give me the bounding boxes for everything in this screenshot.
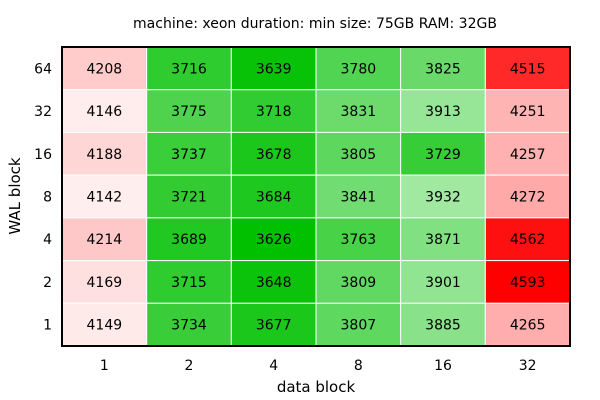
x-tick-label: 1: [100, 358, 109, 374]
cell-value-label: 3831: [341, 104, 377, 120]
cell-value-label: 3734: [171, 318, 207, 334]
y-tick-label: 16: [34, 147, 52, 163]
cell-value-label: 3901: [425, 275, 461, 291]
cell-value-label: 3626: [256, 232, 292, 248]
heatmap-cell: [484, 302, 571, 347]
heatmap-cell: [484, 89, 571, 133]
x-tick-label: 8: [354, 358, 363, 374]
cell-value-label: 3648: [256, 275, 292, 291]
heatmap-cell: [315, 217, 402, 262]
y-tick-label: 8: [43, 190, 52, 206]
cell-value-label: 4257: [510, 147, 546, 163]
heatmap-cell: [146, 131, 232, 176]
heatmap-cell: [484, 260, 571, 304]
x-tick-label: 4: [269, 358, 278, 374]
heatmap-cell: [400, 131, 486, 176]
cell-value-label: 4593: [510, 275, 546, 291]
cell-value-label: 3913: [425, 104, 461, 120]
cell-value-label: 3718: [256, 104, 292, 120]
cell-value-label: 4272: [510, 190, 546, 206]
cell-value-label: 3729: [425, 147, 461, 163]
x-tick-label: 32: [519, 358, 537, 374]
y-tick-label: 2: [43, 275, 52, 291]
cell-value-label: 4146: [87, 104, 123, 120]
cell-value-label: 3639: [256, 61, 292, 77]
heatmap-cell: [61, 217, 148, 262]
heatmap-cell: [315, 89, 402, 133]
cell-value-label: 4214: [87, 232, 123, 248]
cell-value-label: 3775: [171, 104, 207, 120]
cell-value-label: 3780: [341, 61, 377, 77]
cell-value-label: 4562: [510, 232, 546, 248]
x-axis-ticks: 1 2 4 8 16 32: [100, 358, 537, 374]
heatmap-cell: [61, 302, 148, 347]
heatmap-cell: [146, 89, 232, 133]
cell-value-label: 3885: [425, 318, 461, 334]
cell-value-label: 3932: [425, 190, 461, 206]
heatmap-cell: [61, 46, 148, 91]
cell-value-label: 3716: [171, 61, 207, 77]
cell-value-label: 4208: [87, 61, 123, 77]
cell-value-label: 3737: [171, 147, 207, 163]
cell-value-label: 3763: [341, 232, 377, 248]
cell-value-label: 3807: [341, 318, 377, 334]
chart-title: machine: xeon duration: min size: 75GB R…: [133, 16, 497, 32]
heatmap-cell: [230, 302, 317, 347]
cell-value-label: 3825: [425, 61, 461, 77]
cell-value-label: 3689: [171, 232, 207, 248]
heatmap-cell: [315, 131, 402, 176]
heatmap-cell: [315, 302, 402, 347]
cell-value-label: 4265: [510, 318, 546, 334]
cell-value-label: 4149: [87, 318, 123, 334]
cell-value-label: 3677: [256, 318, 292, 334]
x-tick-label: 16: [434, 358, 452, 374]
cell-value-label: 3871: [425, 232, 461, 248]
plot-border: [61, 46, 571, 347]
cell-value-label: 3678: [256, 147, 292, 163]
cell-value-label: 4515: [510, 61, 546, 77]
heatmap-cell: [146, 174, 232, 219]
cell-value-label: 4142: [87, 190, 123, 206]
cell-value-label: 4169: [87, 275, 123, 291]
cell-value-label: 3721: [171, 190, 207, 206]
cell-value-label: 3805: [341, 147, 377, 163]
cell-value-label: 3684: [256, 190, 292, 206]
y-tick-label: 64: [34, 61, 52, 77]
cell-value-label: 4251: [510, 104, 546, 120]
heatmap-cell: [146, 46, 232, 91]
heatmap-cells: 4208 3716 3639 3780 3825 4515 4146 3775 3718 3831…: [61, 46, 571, 347]
y-axis-ticks: 64 32 16 8 4 2 1: [34, 61, 52, 333]
cell-value-label: 3715: [171, 275, 207, 291]
x-tick-label: 2: [185, 358, 194, 374]
heatmap-cell: [61, 174, 148, 219]
heatmap-cell: [230, 174, 317, 219]
heatmap-cell: [230, 217, 317, 262]
heatmap-cell: [61, 260, 148, 304]
heatmap-cell: [400, 174, 486, 219]
y-tick-label: 1: [43, 318, 52, 334]
y-tick-label: 4: [43, 232, 52, 248]
heatmap-cell: [484, 46, 571, 91]
y-tick-label: 32: [34, 104, 52, 120]
cell-value-label: 4188: [87, 147, 123, 163]
y-axis-label: WAL block: [6, 157, 24, 235]
cell-value-label: 3841: [341, 190, 377, 206]
heatmap-cell: [315, 174, 402, 219]
cell-value-label: 3809: [341, 275, 377, 291]
x-axis-label: data block: [277, 378, 356, 396]
heatmap-cell: [400, 217, 486, 262]
heatmap-cell: [484, 131, 571, 176]
